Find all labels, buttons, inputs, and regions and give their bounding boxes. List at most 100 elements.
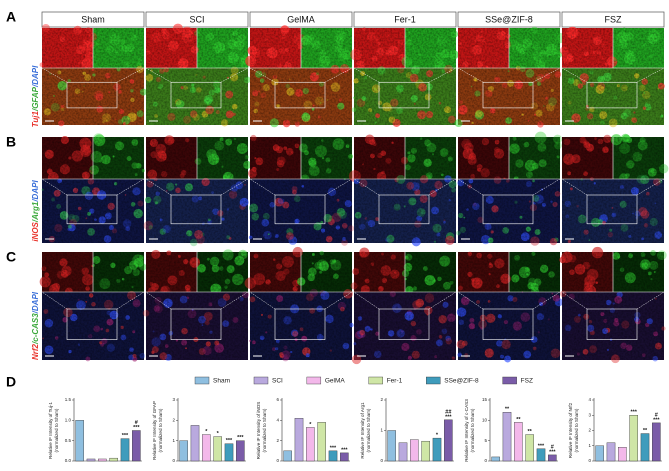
bar: [502, 412, 512, 462]
panel-label: B: [6, 134, 16, 150]
row-label-part: /DAPI: [31, 65, 40, 88]
y-tick-label: 0: [484, 458, 487, 463]
micrograph-cell: [559, 26, 665, 128]
column-header: Sham: [81, 14, 105, 24]
row-label-part: /GFAP: [31, 86, 40, 112]
y-axis-label: (normalized to Sham): [158, 408, 163, 452]
panel-label: A: [6, 9, 16, 25]
y-tick-label: 1.5: [65, 397, 72, 402]
bar: [432, 437, 442, 462]
legend-label: SCI: [272, 378, 283, 385]
y-tick-label: 0.5: [65, 438, 72, 443]
bar: [491, 456, 500, 462]
y-axis-label: Relative IF Intensity of iNOS: [256, 402, 261, 460]
significance-label: ##: [445, 409, 451, 415]
bar: [98, 458, 107, 462]
legend-swatch: [426, 376, 441, 385]
y-axis-label: Relative IF Intensity of Nrf2: [568, 402, 573, 458]
legend-label: Sham: [213, 378, 230, 385]
bar: [340, 452, 349, 462]
zoom-line: [561, 291, 588, 310]
bar: [652, 422, 661, 462]
zoom-box: [170, 308, 222, 340]
y-axis-label: (normalized to Sham): [470, 408, 475, 452]
bar: [525, 434, 534, 462]
zoom-line: [249, 291, 276, 310]
zoom-box: [378, 308, 430, 340]
column-header: SSe@ZIF-8: [485, 14, 533, 24]
legend-label: GelMA: [325, 378, 346, 385]
bar: [294, 418, 304, 462]
bar: [283, 450, 292, 462]
bar: [444, 419, 453, 462]
significance-label: ***: [630, 410, 637, 416]
bar: [421, 440, 430, 462]
zoom-box: [378, 81, 430, 109]
zoom-line: [324, 67, 353, 83]
bar: [606, 442, 616, 462]
legend-swatch: [253, 376, 269, 385]
zoom-line: [116, 291, 145, 310]
zoom-line: [116, 67, 145, 83]
micrograph-cell: [143, 135, 252, 247]
y-tick-label: 2: [380, 397, 383, 402]
zoom-line: [353, 67, 380, 83]
significance-label: ***: [226, 438, 233, 444]
legend-swatch: [502, 376, 517, 385]
micrograph-cell: [559, 246, 667, 364]
bar: [86, 458, 96, 462]
bar: [132, 430, 141, 462]
significance-label: *: [205, 429, 208, 435]
zoom-box: [66, 194, 118, 225]
significance-label: **: [528, 429, 533, 435]
zoom-line: [457, 67, 484, 83]
bar: [109, 457, 118, 462]
zoom-box: [482, 308, 534, 340]
zoom-line: [324, 291, 353, 310]
micrograph-cell: [248, 134, 355, 246]
micrograph-cell: [456, 251, 563, 363]
bar: [236, 440, 245, 462]
zoom-line: [636, 178, 665, 196]
y-tick-label: 3: [172, 397, 175, 402]
column-header: GelMA: [287, 14, 315, 24]
significance-label: ***: [341, 447, 348, 453]
bar: [75, 420, 84, 462]
micrograph-cell: [41, 133, 145, 243]
y-axis-label: (normalized to Sham): [54, 408, 59, 452]
column-header: Fer-1: [394, 14, 416, 24]
bar: [548, 454, 557, 462]
significance-label: **: [505, 407, 510, 413]
legend-label: Fer-1: [387, 378, 403, 385]
zoom-line: [636, 291, 665, 310]
bar: [640, 433, 650, 462]
panel-label: C: [6, 249, 16, 265]
bar: [190, 425, 200, 462]
y-tick-label: 0.0: [65, 458, 72, 463]
bar: [306, 427, 315, 462]
micrograph-cell: [142, 249, 249, 362]
zoom-box: [482, 81, 534, 109]
micrograph-cell: [350, 247, 457, 365]
bar: [410, 439, 419, 462]
row-label-part: iNOS: [31, 221, 40, 241]
bar: [224, 443, 234, 462]
zoom-box: [274, 194, 326, 225]
zoom-line: [220, 291, 249, 310]
micrograph-cell: [456, 131, 563, 246]
significance-label: **: [516, 417, 521, 423]
y-tick-label: 2: [276, 438, 279, 443]
zoom-line: [249, 67, 276, 83]
column-header-box: [561, 11, 665, 28]
zoom-box: [170, 194, 222, 225]
zoom-line: [220, 67, 249, 83]
row-label-part: /c-CAS3: [31, 313, 40, 345]
significance-label: ***: [445, 414, 452, 420]
legend-swatch: [194, 376, 210, 385]
bar: [387, 430, 396, 462]
zoom-line: [220, 178, 249, 196]
bar: [536, 448, 546, 462]
bar: [202, 434, 211, 462]
zoom-box: [586, 81, 638, 109]
